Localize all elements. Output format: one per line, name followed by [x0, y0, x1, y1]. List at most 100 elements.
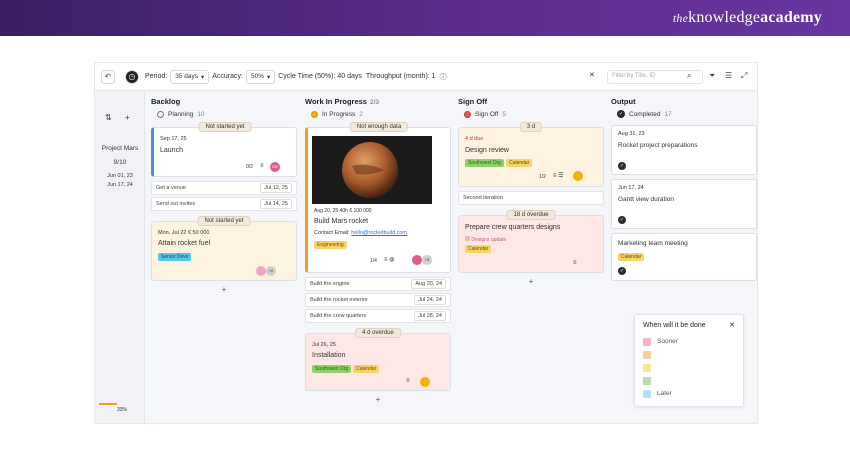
list-icon: ≡	[260, 163, 264, 169]
search-icon[interactable]: ⌕	[687, 71, 692, 80]
add-card-button[interactable]: +	[375, 395, 381, 404]
status-bubble: 3 d	[519, 122, 543, 132]
back-button[interactable]: ↶	[101, 69, 115, 84]
card-due: 4 d due	[465, 136, 484, 142]
task-card-completed[interactable]: Marketing team meeting Calendar ✓	[611, 233, 757, 281]
card-date: Jul 26, 25	[312, 342, 336, 348]
task-card-fuel[interactable]: Not started yet Mon, Jul 22 € 50 000 Att…	[151, 216, 297, 281]
fullscreen-icon[interactable]: ⤢	[741, 71, 748, 80]
info-icon[interactable]: ⓘ	[439, 73, 447, 81]
status-bubble: 4 d overdue	[355, 328, 401, 338]
task-card-installation[interactable]: 4 d overdue Jul 26, 25 Installation Sout…	[305, 328, 451, 391]
list-icon: ≡	[406, 378, 410, 384]
sort-icon[interactable]: ⇅	[105, 113, 112, 122]
progress-bar	[99, 403, 117, 405]
legend-item: Later	[635, 387, 743, 400]
email-link[interactable]: hello@rocketbuild.com	[351, 230, 408, 236]
task-card-crew-designs[interactable]: 18 d overdue Prepare crew quarters desig…	[458, 210, 604, 273]
group-header[interactable]: Sign Off 5	[458, 107, 604, 121]
card-subtag: Designs update	[465, 236, 506, 243]
more-avatars: +2	[266, 266, 276, 276]
forecast-icon[interactable]: ◷	[125, 69, 139, 84]
card-date: Aug 31, 23	[618, 131, 645, 137]
subtask-row[interactable]: Build the engine Aug 20, 24	[305, 277, 451, 291]
subtask-count: 1/2	[539, 174, 546, 180]
legend-header: When will it be done ✕	[635, 315, 743, 335]
project-name: Project Mars	[101, 145, 139, 152]
card-title: Gantt view duration	[618, 196, 675, 203]
avatar	[412, 255, 422, 265]
subtask-row[interactable]: Send out invites Jul 14, 25	[151, 197, 297, 211]
card-meta: 0/2	[246, 164, 253, 170]
status-bubble: Not enough data	[349, 122, 409, 132]
avatar	[573, 171, 583, 181]
accuracy-label: Accuracy:	[212, 73, 243, 80]
card-title: Launch	[160, 147, 183, 154]
column-title-signoff: Sign Off	[458, 97, 488, 106]
search-input[interactable]: Filter by Title, ID	[607, 70, 703, 84]
backlog-column: Planning 10 Not started yet Sep 17, 25 La…	[151, 107, 297, 417]
wip-column: In Progress 2 Not enough data Aug 20, 25 …	[305, 107, 451, 417]
legend-item	[635, 348, 743, 361]
forecast-legend: When will it be done ✕ Sooner Later	[634, 314, 744, 407]
check-icon: ✓	[618, 162, 626, 170]
card-date: Jun 17, 24	[618, 185, 644, 191]
legend-title: When will it be done	[643, 321, 706, 329]
legend-item: Sooner	[635, 335, 743, 348]
group-header[interactable]: In Progress 2	[305, 107, 451, 121]
filter-icon[interactable]: ⏷	[709, 71, 716, 80]
subtask-row[interactable]: Get a venue Jul 12, 25	[151, 181, 297, 195]
card-date: Sep 17, 25	[160, 136, 187, 142]
progress-percent: 33%	[117, 407, 128, 413]
avatar	[420, 377, 430, 387]
mars-image	[312, 136, 432, 204]
add-card-button[interactable]: +	[528, 277, 534, 286]
card-tags: Engineering	[314, 241, 349, 249]
list-icon: ≡ ☰	[553, 173, 564, 179]
subtask-row[interactable]: Build the crew quarters Jul 28, 24	[305, 309, 451, 323]
add-icon[interactable]: +	[125, 113, 130, 122]
list-icon: ≡	[573, 260, 577, 266]
circle-icon	[157, 110, 164, 118]
task-card-launch[interactable]: Not started yet Sep 17, 25 Launch 0/2 ≡ …	[151, 122, 297, 177]
avatar	[256, 266, 266, 276]
list-icon: ≡ ◍	[384, 257, 395, 263]
task-card-completed[interactable]: Aug 31, 23 Rocket project preparations ✓	[611, 125, 757, 175]
card-tags: Southwest Org Calendar	[312, 365, 381, 373]
output-column: ✓ Completed 17 Aug 31, 23 Rocket project p…	[611, 107, 757, 417]
avatar: DB	[270, 162, 280, 172]
accuracy-select[interactable]: 50% ▾	[245, 69, 276, 84]
settings-icon[interactable]: ☰	[725, 71, 733, 80]
card-title: Attain rocket fuel	[158, 240, 211, 247]
subtask-row[interactable]: Build the rocket exterior Jul 24, 24	[305, 293, 451, 307]
card-tags: Senior Devs	[158, 253, 193, 261]
card-date: Mon, Jul 22 € 50 000	[158, 230, 210, 236]
throughput: Throughput (month): 1	[365, 73, 436, 80]
close-icon[interactable]: ✕	[589, 72, 595, 79]
add-card-button[interactable]: +	[221, 285, 227, 294]
period-select[interactable]: 35 days ▾	[170, 69, 210, 84]
group-header[interactable]: Planning 10	[151, 107, 297, 121]
brand-logo: theknowledgeacademy	[672, 9, 822, 26]
subtask-row[interactable]: Second iteration	[458, 191, 604, 205]
task-card-completed[interactable]: Jun 17, 24 Gantt view duration ✓	[611, 179, 757, 229]
subtask-count: 1/4	[370, 258, 377, 264]
check-icon: ✓	[618, 267, 626, 275]
task-card-rocket[interactable]: Not enough data Aug 20, 25 40h € 100 000…	[305, 122, 451, 273]
period-label: Period:	[145, 73, 168, 80]
swatch	[643, 363, 651, 372]
signoff-icon	[464, 110, 471, 118]
check-icon: ✓	[617, 110, 625, 118]
status-bubble: Not started yet	[197, 216, 251, 226]
task-card-design-review[interactable]: 3 d 4 d due Design review Southwest Org C…	[458, 122, 604, 187]
sidebar: ⇅ + Project Mars 9/10 Jun 01, 23 Jun 17,…	[95, 91, 145, 423]
card-title: Prepare crew quarters designs	[465, 224, 561, 231]
close-icon[interactable]: ✕	[729, 322, 735, 329]
legend-item	[635, 361, 743, 374]
toolbar: ↶ ◷ Period: 35 days ▾ Accuracy: 50% ▾ Cycl…	[95, 63, 757, 91]
status-bubble: 18 d overdue	[506, 210, 556, 220]
group-header[interactable]: ✓ Completed 17	[617, 110, 672, 118]
more-avatars: +3	[422, 255, 432, 265]
chevron-down-icon: ▾	[266, 73, 271, 81]
column-title-wip: Work In Progress 2/3	[305, 97, 380, 106]
